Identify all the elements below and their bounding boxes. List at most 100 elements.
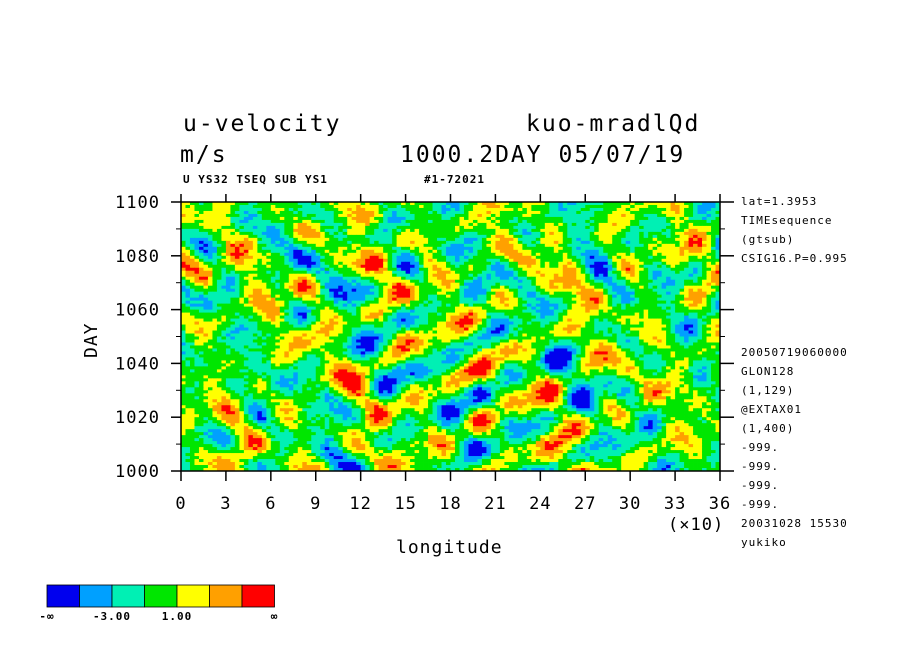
heatmap-cell <box>571 234 577 239</box>
heatmap-cell <box>288 240 294 245</box>
heatmap-cell <box>454 240 460 245</box>
heatmap-cell <box>185 276 191 281</box>
heatmap-cell <box>396 249 402 254</box>
heatmap-cell <box>225 324 231 328</box>
heatmap-cell <box>279 249 285 254</box>
heatmap-cell <box>365 276 371 281</box>
heatmap-cell <box>329 303 335 308</box>
heatmap-cell <box>432 240 438 245</box>
heatmap-cell <box>437 276 442 281</box>
heatmap-cell <box>293 216 299 221</box>
heatmap-cell <box>270 219 276 224</box>
heatmap-cell <box>454 306 460 310</box>
heatmap-cell <box>576 246 582 251</box>
heatmap-cell <box>257 285 263 290</box>
heatmap-cell <box>243 300 249 305</box>
heatmap-cell <box>490 318 496 322</box>
heatmap-cell <box>392 309 397 313</box>
heatmap-cell <box>320 309 326 313</box>
heatmap-cell <box>257 240 263 245</box>
heatmap-cell <box>252 216 258 221</box>
heatmap-cell <box>454 258 460 263</box>
heatmap-cell <box>625 258 631 263</box>
heatmap-cell <box>419 318 424 322</box>
heatmap-cell <box>535 202 541 206</box>
heatmap-cell <box>459 252 465 257</box>
heatmap-cell <box>697 297 703 302</box>
heatmap-cell <box>706 276 712 281</box>
heatmap-cell <box>369 291 375 296</box>
heatmap-cell <box>203 291 209 296</box>
heatmap-cell <box>338 240 344 245</box>
heatmap-cell <box>508 279 514 284</box>
heatmap-cell <box>189 276 195 281</box>
heatmap-cell <box>652 210 658 215</box>
heatmap-cell <box>495 270 501 275</box>
heatmap-cell <box>369 252 375 257</box>
heatmap-cell <box>203 318 209 322</box>
heatmap-cell <box>216 237 222 242</box>
heatmap-cell <box>360 282 366 287</box>
heatmap-cell <box>356 264 362 269</box>
heatmap-cell <box>365 273 371 278</box>
heatmap-cell <box>688 306 694 310</box>
heatmap-cell <box>383 255 389 260</box>
heatmap-cell <box>571 303 577 308</box>
heatmap-cell <box>630 240 636 245</box>
heatmap-cell <box>553 306 559 310</box>
heatmap-cell <box>396 228 402 233</box>
heatmap-cell <box>688 273 694 278</box>
heatmap-cell <box>293 240 299 245</box>
heatmap-cell <box>288 249 294 254</box>
heatmap-cell <box>535 207 541 212</box>
heatmap-cell <box>594 273 600 278</box>
heatmap-cell <box>549 291 555 296</box>
heatmap-cell <box>423 234 429 239</box>
heatmap-cell <box>657 225 663 230</box>
heatmap-cell <box>508 216 514 221</box>
heatmap-cell <box>450 270 456 275</box>
heatmap-cell <box>266 324 272 328</box>
heatmap-cell <box>657 216 663 221</box>
heatmap-cell <box>248 285 254 290</box>
heatmap-cell <box>585 234 591 239</box>
heatmap-cell <box>239 255 245 260</box>
heatmap-cell <box>486 276 492 281</box>
heatmap-cell <box>315 202 321 206</box>
heatmap-cell <box>589 288 595 293</box>
heatmap-cell <box>203 252 209 257</box>
heatmap-cell <box>181 258 186 263</box>
heatmap-cell <box>625 294 631 299</box>
heatmap-cell <box>544 276 550 281</box>
heatmap-cell <box>526 285 532 290</box>
heatmap-cell <box>643 291 649 296</box>
heatmap-cell <box>338 306 344 310</box>
heatmap-cell <box>252 306 258 310</box>
heatmap-cell <box>279 282 285 287</box>
heatmap-cell <box>657 210 663 215</box>
heatmap-cell <box>275 252 281 257</box>
heatmap-cell <box>544 202 550 206</box>
heatmap-cell <box>495 282 501 287</box>
heatmap-cell <box>189 306 195 310</box>
heatmap-cell <box>270 249 276 254</box>
heatmap-cell <box>450 246 456 251</box>
heatmap-cell <box>315 213 321 218</box>
heatmap-cell <box>423 318 429 322</box>
heatmap-cell <box>711 252 716 257</box>
heatmap-cell <box>405 255 411 260</box>
heatmap-cell <box>437 315 442 319</box>
heatmap-cell <box>607 240 613 245</box>
heatmap-cell <box>437 282 442 287</box>
heatmap-cell <box>387 258 393 263</box>
heatmap-cell <box>306 303 312 308</box>
heatmap-cell <box>472 231 478 236</box>
heatmap-cell <box>216 210 222 215</box>
heatmap-cell <box>248 234 254 239</box>
heatmap-cell <box>499 273 505 278</box>
heatmap-cell <box>225 225 231 230</box>
heatmap-cell <box>571 309 577 313</box>
heatmap-cell <box>495 249 501 254</box>
heatmap-cell <box>598 276 604 281</box>
heatmap-cell <box>558 255 564 260</box>
